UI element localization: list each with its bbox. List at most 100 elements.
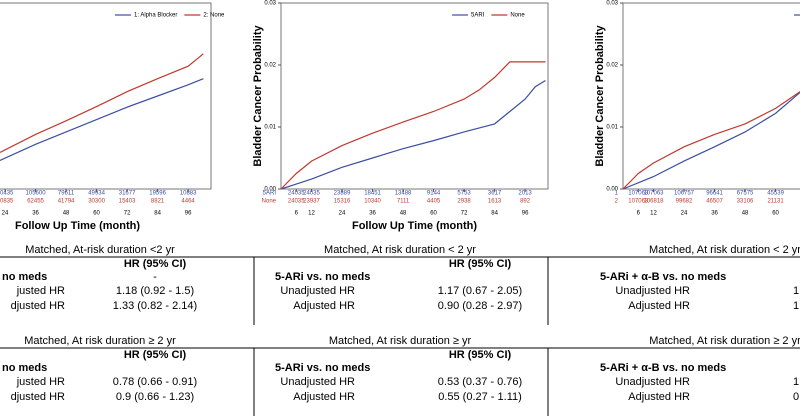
at-risk-value: 892 <box>520 199 531 205</box>
at-risk-value: 31677 <box>119 191 136 197</box>
at-risk-value: 8821 <box>151 199 165 205</box>
y-tick-label: 0.01 <box>606 125 618 131</box>
x-tick-label: 6 <box>637 211 641 217</box>
row-label: justed HR <box>16 376 65 388</box>
row-label: Adjusted HR <box>293 391 355 403</box>
x-tick-label: 24 <box>681 211 688 217</box>
at-risk-value: 24035 <box>303 191 320 197</box>
x-tick-label: 60 <box>772 211 779 217</box>
hazard-ratio: 0.9 (0.66 - 1.23) <box>116 391 194 403</box>
y-tick-label: 0.02 <box>606 63 618 69</box>
comparison: no meds <box>2 271 47 283</box>
at-risk-value: 24035 <box>288 199 305 205</box>
row-label: Adjusted HR <box>293 300 355 312</box>
hazard-ratio: 1. <box>793 285 800 297</box>
legend-label: 5ARI <box>471 13 485 19</box>
plot-frame <box>0 2 212 190</box>
at-risk-value: 41794 <box>58 199 75 205</box>
hazard-ratio: 1.33 (0.82 - 2.14) <box>113 300 197 312</box>
x-tick-label: 60 <box>93 211 100 217</box>
at-risk-value: 107063 <box>628 199 649 205</box>
at-risk-value: 67575 <box>737 191 754 197</box>
at-risk-value: 107063 <box>628 191 649 197</box>
at-risk-value: 13488 <box>395 191 412 197</box>
survival-curve <box>280 61 546 190</box>
x-tick-label: 48 <box>742 211 749 217</box>
x-axis-label: Follow Up Time (month) <box>352 220 477 232</box>
at-risk-value: 107063 <box>643 191 664 197</box>
y-tick-label: 0.01 <box>264 125 276 131</box>
row-label: Unadjusted HR <box>615 376 690 388</box>
row-label: djusted HR <box>11 391 65 403</box>
y-tick-label: 0.03 <box>606 1 618 7</box>
at-risk-value: 2938 <box>457 199 471 205</box>
legend-label: None <box>510 13 525 19</box>
at-risk-value: 3617 <box>488 191 502 197</box>
x-tick-label: 12 <box>308 211 315 217</box>
x-axis-label: Follow Up Time (month) <box>15 220 140 232</box>
at-risk-value: 106757 <box>674 191 695 197</box>
at-risk-label: None <box>262 199 277 205</box>
column-header: HR (95% CI) <box>124 349 187 361</box>
table-title: Matched, At risk duration ≥ 2 yr <box>649 335 800 347</box>
table-title: Matched, At-risk duration <2 yr <box>25 244 175 256</box>
legend-label: 1: Alpha Blocker <box>134 13 177 19</box>
row-label: Unadjusted HR <box>615 285 690 297</box>
at-risk-value: 18451 <box>364 191 381 197</box>
legend-label: 2: None <box>203 13 225 19</box>
survival-curve <box>622 91 800 190</box>
x-tick-label: 48 <box>400 211 407 217</box>
x-tick-label: 96 <box>185 211 192 217</box>
y-tick-label: 0.03 <box>264 1 276 7</box>
row-label: Adjusted HR <box>628 391 690 403</box>
x-tick-label: 24 <box>339 211 346 217</box>
survival-curve <box>280 79 546 190</box>
table-title: Matched, At risk duration ≥ 2 yr <box>24 335 176 347</box>
at-risk-value: 21131 <box>767 199 784 205</box>
row-label: justed HR <box>16 285 65 297</box>
comparison: 5-ARi + α-B vs. no meds <box>600 271 726 283</box>
hazard-ratio: 0.90 (0.28 - 2.97) <box>438 300 522 312</box>
x-tick-label: 12 <box>650 211 657 217</box>
x-tick-label: 36 <box>369 211 376 217</box>
at-risk-value: 15316 <box>334 199 351 205</box>
x-tick-label: 96 <box>522 211 529 217</box>
comparison: 5-ARi vs. no meds <box>275 271 370 283</box>
y-tick-label: 0.02 <box>264 63 276 69</box>
x-tick-label: 84 <box>154 211 161 217</box>
at-risk-value: 23937 <box>303 199 320 205</box>
survival-curve <box>0 78 204 162</box>
x-tick-label: 36 <box>711 211 718 217</box>
hazard-ratio: 1. <box>793 376 800 388</box>
y-axis-label: Bladder Cancer Probability <box>594 25 606 167</box>
x-tick-label: 6 <box>295 211 299 217</box>
at-risk-label: 2 <box>615 199 619 205</box>
at-risk-value: 1613 <box>488 199 502 205</box>
row-label: Unadjusted HR <box>280 376 355 388</box>
column-header: HR (95% CI) <box>449 258 512 270</box>
at-risk-value: 106818 <box>643 199 664 205</box>
comparison: 5-ARi + α-B vs. no meds <box>600 362 726 374</box>
y-axis-label: Bladder Cancer Probability <box>252 25 264 167</box>
at-risk-value: 4405 <box>427 199 441 205</box>
x-tick-label: 72 <box>124 211 131 217</box>
hazard-ratio: 1. <box>793 300 800 312</box>
at-risk-value: 7111 <box>397 199 410 205</box>
hazard-ratio: 0.53 (0.37 - 0.76) <box>438 376 522 388</box>
y-tick-label: 0.00 <box>264 187 276 193</box>
at-risk-value: 23889 <box>334 191 351 197</box>
table-title: Matched, At risk duration ≥ yr <box>329 335 472 347</box>
at-risk-value: 2013 <box>518 191 532 197</box>
at-risk-value: 9144 <box>427 191 441 197</box>
at-risk-value: 99682 <box>676 199 693 205</box>
at-risk-value: 45539 <box>767 191 784 197</box>
comparison-value: - <box>153 271 157 283</box>
at-risk-value: 49934 <box>88 191 105 197</box>
at-risk-value: 10835 <box>0 199 14 205</box>
at-risk-value: 24035 <box>288 191 305 197</box>
at-risk-value: 10435 <box>0 191 14 197</box>
row-label: Unadjusted HR <box>280 285 355 297</box>
row-label: Adjusted HR <box>628 300 690 312</box>
